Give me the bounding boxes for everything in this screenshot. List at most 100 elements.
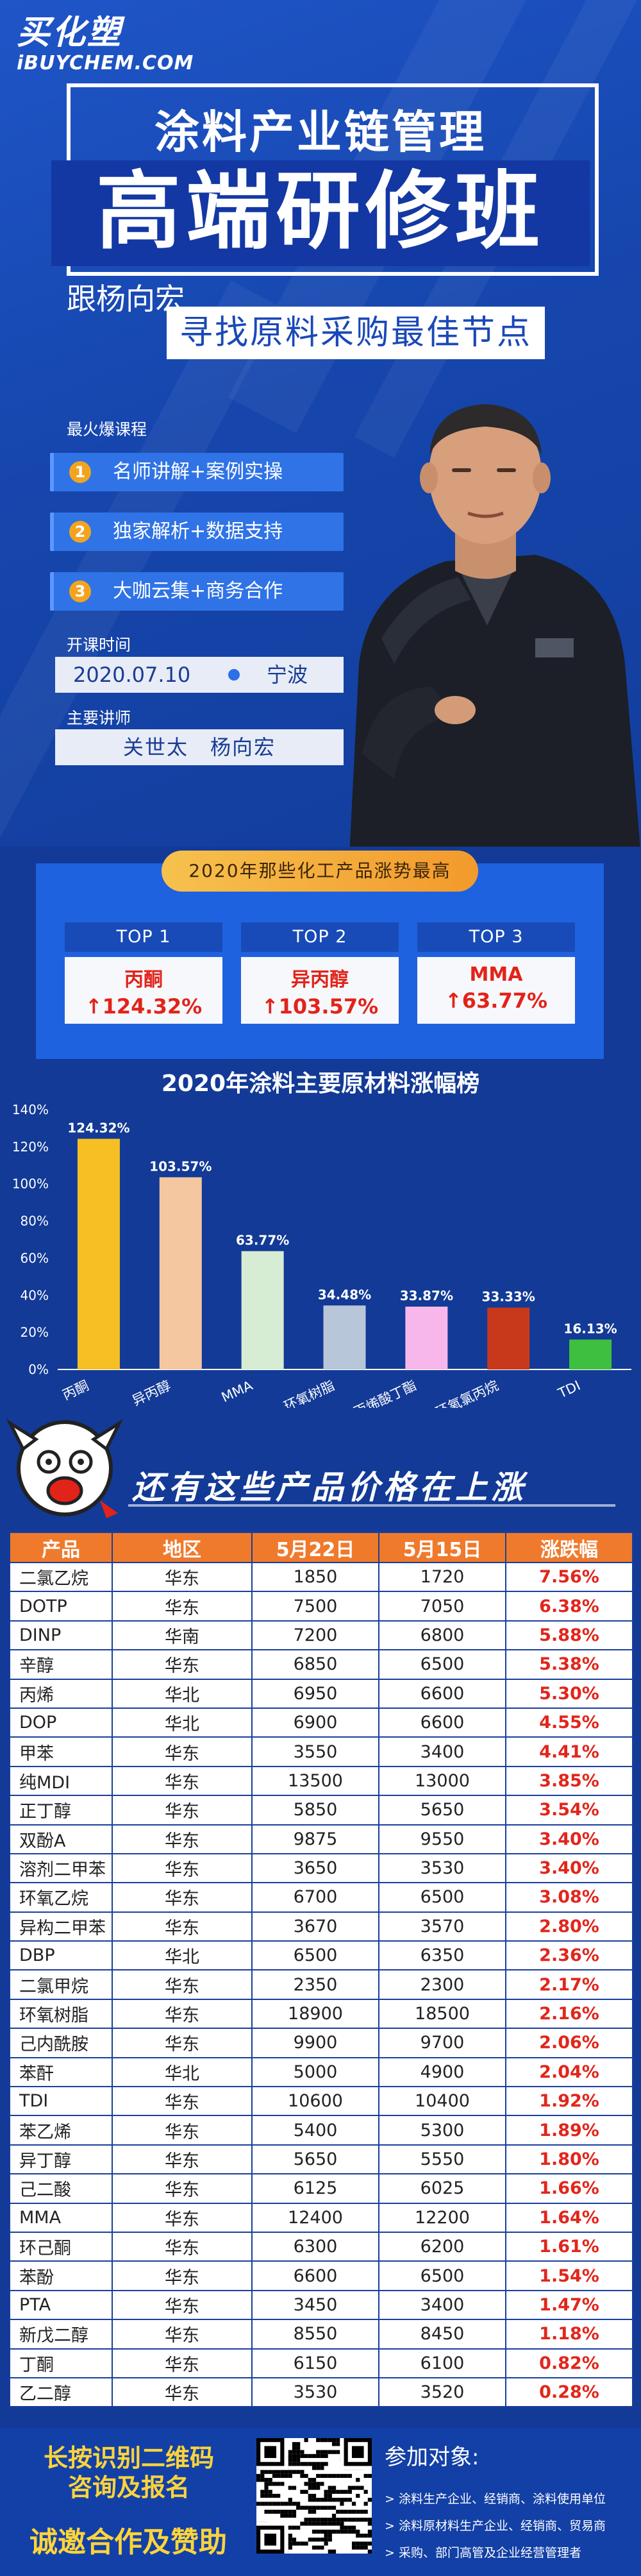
cell-region: 华东 (112, 1852, 253, 1884)
top-rank: TOP 3 (417, 922, 575, 952)
cell-price-old: 6350 (378, 1940, 506, 1971)
cell-region: 华东 (112, 2260, 253, 2291)
brand-logo: 买化塑 iBUYCHEM.COM (17, 13, 194, 74)
y-tick-label: 0% (28, 1362, 49, 1377)
cell-product: TDI (9, 2086, 113, 2117)
lecturer-names: 关世太 杨向宏 (55, 729, 344, 765)
cell-price-new: 3450 (251, 2289, 379, 2321)
cell-price-old: 8450 (378, 2319, 506, 2350)
top3-panel: 2020年那些化工产品涨势最高 TOP 1 丙酮 ↑124.32% TOP 2 … (36, 851, 604, 1059)
price-table: 产品 地区 5月22日 5月15日 涨跌幅 二氯乙烷 华东 1850 1720 7.56… (9, 1532, 633, 2408)
cell-price-new: 6300 (251, 2231, 379, 2262)
cell-price-new: 18900 (251, 1998, 379, 2029)
y-tick-label: 40% (21, 1287, 49, 1303)
cell-price-new: 6700 (251, 1882, 379, 1913)
cell-change: 4.55% (505, 1707, 633, 1738)
cell-price-new: 3670 (251, 1911, 379, 1942)
cell-price-old: 3570 (378, 1911, 506, 1942)
cell-region: 华东 (112, 2173, 253, 2204)
cell-product: 异构二甲苯 (9, 1911, 113, 1942)
chart-section: 2020年涂料主要原材料涨幅榜 0% 20% 40% 60% 80% 100% 120% 14… (0, 1058, 641, 1408)
cell-price-old: 2300 (378, 1969, 506, 2000)
cell-price-old: 6025 (378, 2173, 506, 2204)
chart-bar (569, 1339, 612, 1369)
cell-region: 华东 (112, 2231, 253, 2262)
cell-price-new: 10600 (251, 2086, 379, 2117)
cell-price-new: 5400 (251, 2115, 379, 2146)
cell-change: 5.38% (505, 1649, 633, 1680)
cell-change: 3.40% (505, 1824, 633, 1854)
cell-product: 乙二醇 (9, 2377, 113, 2408)
course-date: 2020.07.10 (73, 663, 191, 687)
date-box: 2020.07.10 宁波 (55, 657, 344, 693)
top-card-3: TOP 3 MMA ↑63.77% (417, 922, 575, 1025)
table-row: 环氧乙烷 华东 6700 6500 3.08% (9, 1882, 633, 1913)
cell-region: 华东 (112, 2086, 253, 2117)
cell-region: 华东 (112, 1969, 253, 2000)
cell-product: 苯酐 (9, 2056, 113, 2088)
bar-value-label: 16.13% (563, 1321, 617, 1336)
cell-region: 华北 (112, 1940, 253, 1971)
table-row: 环氧树脂 华东 18900 18500 2.16% (9, 1998, 633, 2029)
cell-product: DBP (9, 1940, 113, 1971)
bar-value-label: 124.32% (67, 1120, 129, 1135)
cell-change: 4.41% (505, 1736, 633, 1767)
qr-code[interactable] (256, 2438, 372, 2554)
table-row: 环己酮 华东 6300 6200 1.61% (9, 2231, 633, 2262)
table-row: 乙二醇 华东 3530 3520 0.28% (9, 2377, 633, 2408)
cell-price-old: 4900 (378, 2056, 506, 2088)
cell-price-new: 3650 (251, 1852, 379, 1884)
cell-price-new: 6600 (251, 2260, 379, 2291)
cell-price-old: 10400 (378, 2086, 506, 2117)
divider (128, 1504, 615, 1507)
chart-bar (487, 1307, 530, 1369)
sponsor-invite: 诚邀合作及赞助 (29, 2526, 227, 2559)
cell-price-new: 6150 (251, 2348, 379, 2378)
cell-region: 华东 (112, 1998, 253, 2029)
course-text: 名师讲解+案例实操 (113, 461, 283, 483)
cell-price-old: 3520 (378, 2377, 506, 2408)
cell-price-old: 6500 (378, 1649, 506, 1680)
cell-region: 华东 (112, 1824, 253, 1854)
chart-bar (159, 1177, 202, 1369)
bar-value-label: 63.77% (236, 1233, 289, 1248)
cell-product: 正丁醇 (9, 1795, 113, 1826)
table-row: DBP 华北 6500 6350 2.36% (9, 1940, 633, 1971)
chart-bar (405, 1307, 448, 1369)
cell-product: 丁酮 (9, 2348, 113, 2378)
cell-price-new: 5650 (251, 2144, 379, 2175)
cell-change: 1.80% (505, 2144, 633, 2175)
cell-change: 3.40% (505, 1852, 633, 1884)
top-card-1: TOP 1 丙酮 ↑124.32% (65, 922, 222, 1025)
course-number: 1 (69, 461, 91, 483)
audience-title: 参加对象: (385, 2445, 479, 2470)
course-item-3: 3 大咖云集+商务合作 (50, 572, 344, 611)
cell-region: 华东 (112, 1736, 253, 1767)
cell-product: 环氧乙烷 (9, 1882, 113, 1913)
table-row: 二氯乙烷 华东 1850 1720 7.56% (9, 1561, 633, 1593)
hero-section: 买化塑 iBUYCHEM.COM 涂料产业链管理 高端研修班 跟杨向宏 寻找原料… (0, 0, 641, 847)
brand-name-cn: 买化塑 (17, 13, 123, 52)
cell-price-new: 6900 (251, 1707, 379, 1738)
cell-price-old: 13000 (378, 1765, 506, 1797)
cell-change: 2.04% (505, 2056, 633, 2088)
cell-price-old: 5300 (378, 2115, 506, 2146)
cell-product: 新戊二醇 (9, 2319, 113, 2350)
presenter-photo (349, 404, 640, 847)
cell-price-new: 6950 (251, 1678, 379, 1709)
bar-value-label: 103.57% (149, 1158, 212, 1174)
cell-product: DOP (9, 1707, 113, 1738)
bar-chart: 0% 20% 40% 60% 80% 100% 120% 140% 124.32% 丙酮 103.5… (12, 1102, 631, 1408)
cell-product: MMA (9, 2202, 113, 2233)
course-text: 独家解析+数据支持 (113, 520, 283, 543)
top-percent: ↑124.32% (85, 994, 203, 1019)
cell-price-new: 13500 (251, 1765, 379, 1797)
cell-region: 华东 (112, 2377, 253, 2408)
cell-price-new: 12400 (251, 2202, 379, 2233)
cell-change: 2.06% (505, 2028, 633, 2058)
table-row: 苯酚 华东 6600 6500 1.54% (9, 2260, 633, 2291)
cell-price-new: 3550 (251, 1736, 379, 1767)
cell-region: 华东 (112, 2289, 253, 2321)
cell-price-old: 12200 (378, 2202, 506, 2233)
cell-region: 华北 (112, 2056, 253, 2088)
